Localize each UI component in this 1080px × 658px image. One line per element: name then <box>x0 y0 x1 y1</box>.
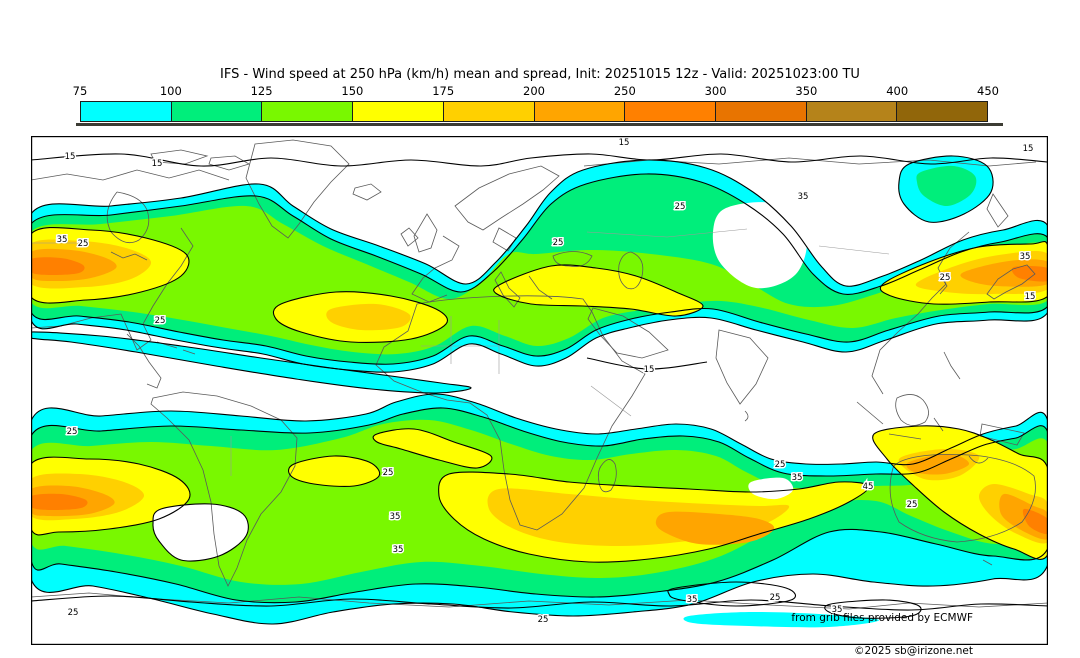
contour-label: 25 <box>383 468 394 478</box>
colorbar-tick-label: 350 <box>795 84 818 98</box>
contour-label: 15 <box>1023 144 1034 154</box>
contour-label: 25 <box>538 615 549 625</box>
contour-label: 35 <box>1020 252 1031 262</box>
contour-label: 25 <box>553 238 564 248</box>
contour-label: 25 <box>68 608 79 618</box>
contour-label: 25 <box>940 273 951 283</box>
colorbar-cell <box>81 102 172 121</box>
contour-label: 35 <box>798 192 809 202</box>
colorbar-cell <box>262 102 354 121</box>
colorbar-tick-label: 150 <box>341 84 364 98</box>
contour-label-layer: 15 15 15 15 15 15 35 25 25 25 25 35 35 25 25 25 35 35 25 35… <box>55 137 1037 627</box>
colorbar-ticks: 75 100 125 150 175 200 250 300 350 400 450 <box>73 84 999 98</box>
colorbar-axis-line <box>76 123 1003 126</box>
colorbar-cell <box>353 102 444 121</box>
colorbar-tick-label: 400 <box>886 84 909 98</box>
colorbar-tick-label: 450 <box>977 84 999 98</box>
colorbar-cell <box>897 102 988 121</box>
contour-label: 35 <box>832 605 843 615</box>
colorbar-cell <box>806 102 898 121</box>
colorbar-cell <box>443 102 535 121</box>
attribution-copyright: ©2025 sb@irizone.net <box>854 645 973 657</box>
contour-label: 25 <box>770 593 781 603</box>
chart-title: IFS - Wind speed at 250 hPa (km/h) mean … <box>220 67 860 82</box>
colorbar-cell <box>625 102 716 121</box>
border-layer <box>31 228 890 476</box>
colorbar-tick-label: 300 <box>704 84 727 98</box>
contour-label: 15 <box>619 138 630 148</box>
contour-label: 25 <box>155 316 166 326</box>
colorbar-tick-label: 75 <box>72 84 88 98</box>
contour-label: 25 <box>78 239 89 249</box>
contour-label: 35 <box>393 545 404 555</box>
map: 15 15 15 15 15 15 35 25 25 25 25 35 35 25 25 25 35 35 25 35… <box>31 136 1048 645</box>
colorbar <box>80 101 988 122</box>
contour-label: 15 <box>1025 292 1036 302</box>
contour-label: 25 <box>67 427 78 437</box>
contour-label: 25 <box>907 500 918 510</box>
contour-layer <box>31 153 1048 625</box>
colorbar-tick-label: 200 <box>523 84 545 98</box>
contour-label: 35 <box>792 473 803 483</box>
attribution-ecmwf: from grib files provided by ECMWF <box>791 612 973 624</box>
contour-label: 15 <box>152 159 163 169</box>
contour-label: 15 <box>644 365 655 375</box>
colorbar-tick-label: 250 <box>613 84 636 98</box>
contour-label: 35 <box>687 595 698 605</box>
contour-label: 25 <box>775 460 786 470</box>
contour-label: 15 <box>65 152 76 162</box>
colorbar-tick-label: 175 <box>432 84 455 98</box>
colorbar-cell <box>171 102 263 121</box>
contour-label: 35 <box>390 512 401 522</box>
map-frame <box>31 136 1048 645</box>
colorbar-cell <box>534 102 626 121</box>
colorbar-tick-label: 100 <box>159 84 182 98</box>
colorbar-tick-label: 125 <box>250 84 273 98</box>
wind-fill-layer <box>31 155 1048 628</box>
colorbar-cell <box>715 102 807 121</box>
contour-label: 25 <box>675 202 686 212</box>
contour-label: 35 <box>57 235 68 245</box>
contour-label: 45 <box>863 482 874 492</box>
